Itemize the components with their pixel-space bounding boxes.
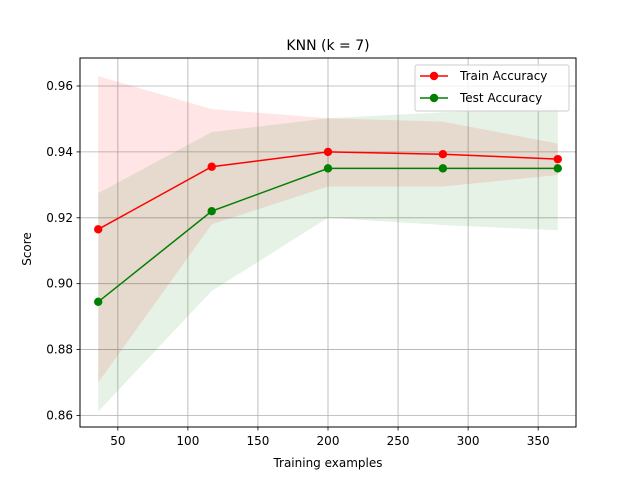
x-tick-label: 250 [387,434,410,448]
train-accuracy-point [553,154,562,164]
grid-lines [80,58,576,427]
train-accuracy-point [94,225,103,234]
y-tick-label: 0.90 [46,277,73,291]
test-accuracy-point [323,164,333,173]
y-tick-label: 0.94 [46,145,73,159]
y-tick-label: 0.88 [46,343,73,357]
x-tick-label: 150 [246,434,269,448]
x-tick-label: 50 [110,434,125,448]
chart-title: KNN (k = 7) [286,38,369,54]
test-accuracy-point [553,164,562,173]
test-accuracy-band [98,107,558,412]
test-accuracy-point [207,207,216,216]
y-tick-label: 0.92 [46,211,73,225]
legend-label-train-accuracy: Train Accuracy [459,69,547,83]
test-accuracy-point [438,164,448,173]
y-axis-title: Score [20,232,34,266]
legend: Train Accuracy Test Accuracy [414,64,570,112]
legend-marker-test-accuracy [429,93,439,103]
x-axis-title: Training examples [272,456,382,470]
x-tick-label: 200 [317,434,340,448]
x-tick-label: 300 [457,434,480,448]
test-accuracy-point [94,297,103,307]
x-axis-ticks: 50 100 150 200 250 300 350 [110,427,550,448]
y-tick-label: 0.96 [46,79,73,93]
legend-marker-train-accuracy [429,71,439,81]
y-tick-label: 0.86 [46,408,73,422]
y-axis-ticks: 0.86 0.88 0.90 0.92 0.94 0.96 [46,79,80,422]
series-markers [94,147,562,307]
train-accuracy-point [438,150,448,159]
train-accuracy-point [207,162,216,171]
x-tick-label: 100 [176,434,199,448]
legend-label-test-accuracy: Test Accuracy [459,91,542,105]
x-tick-label: 350 [527,434,550,448]
legend-box [414,64,570,112]
train-accuracy-point [323,147,333,157]
